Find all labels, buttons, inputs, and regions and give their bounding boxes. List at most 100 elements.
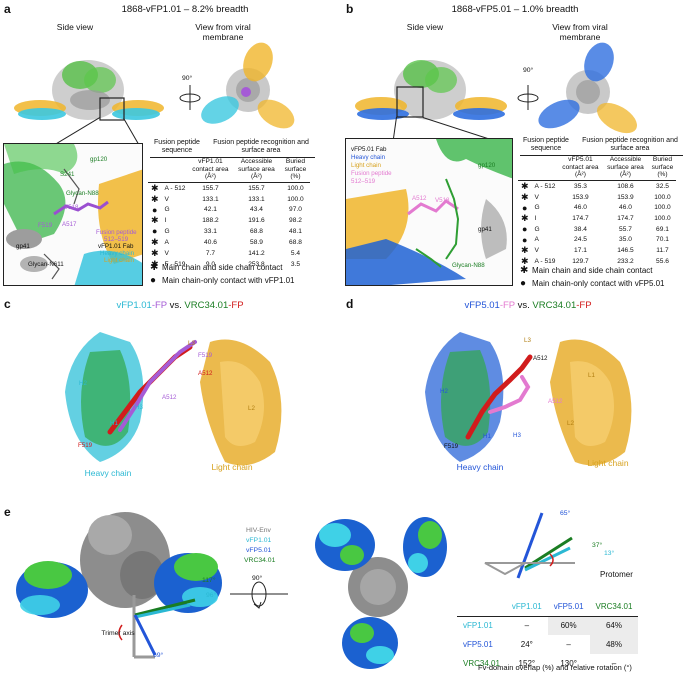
panel-b-table-mark: ✱ xyxy=(521,245,529,255)
panel-b-inset-a512: A512 xyxy=(412,195,427,202)
panel-a-table-row: ✱ F - 519 9.0 253.8 3.5 xyxy=(148,259,310,270)
panel-b-title: 1868-vFP5.01 – 1.0% breadth xyxy=(451,4,579,15)
panel-a-table: vFP1.01 contact area (Å²) Accessible sur… xyxy=(148,158,311,270)
panel-a-table-residue: G xyxy=(164,227,170,235)
panel-b-table-contact: 35.3 xyxy=(574,182,587,190)
panel-c-label-h2: H2 xyxy=(79,380,87,387)
panel-a-table-row: ✱ A - 512 155.7 155.7 100.0 xyxy=(148,182,310,194)
panel-a-table-buried: 68.8 xyxy=(289,238,302,246)
overlap-row: vFP1.01 – 60% 64% xyxy=(457,616,639,635)
panel-e-protomer-label: Protomer xyxy=(600,570,633,579)
panel-a-table-access: 253.8 xyxy=(248,260,265,268)
panel-e-legend-vfp5: vFP5.01 xyxy=(246,547,272,554)
panel-a-table-row: ✱ V 7.7 141.2 5.4 xyxy=(148,248,310,259)
panel-a-table-residue: V xyxy=(164,249,169,257)
panel-c-title-antibody: vFP1.01 xyxy=(116,300,152,311)
panel-a-table-contact: 40.6 xyxy=(204,238,217,246)
panel-a-table-mark: ✱ xyxy=(151,182,159,193)
overlap-header-row: vFP1.01 vFP5.01 VRC34.01 xyxy=(457,597,639,617)
panel-b-table-access: 146.5 xyxy=(617,247,634,254)
panel-a-side-view-label: Side view xyxy=(56,22,94,32)
panel-b-table-residue: V xyxy=(534,193,539,201)
overlap-cell: 130° xyxy=(560,659,577,668)
panel-b-inset-fusion-peptide: Fusion peptide xyxy=(351,170,392,177)
panel-a-table-residue: V xyxy=(164,195,169,203)
panel-c-light-label: Light chain xyxy=(211,462,253,472)
panel-a-table-contact: 33.1 xyxy=(204,227,217,235)
panel-a-table-buried: 48.1 xyxy=(289,227,302,235)
panel-b-th-mark xyxy=(518,156,532,180)
panel-a-table-contact: 133.1 xyxy=(202,195,219,203)
overlap-cell: 48% xyxy=(589,635,639,654)
panel-b-table-access: 108.6 xyxy=(617,182,634,190)
panel-b-th-buried: Buried surface (%) xyxy=(651,156,674,178)
panel-b-table-buried: 100.0 xyxy=(654,215,671,222)
overlap-col-header: vFP5.01 xyxy=(547,597,590,617)
panel-c-title-fp2: -FP xyxy=(228,300,244,311)
panel-b-th-res xyxy=(532,156,559,180)
overlap-cell: – xyxy=(524,621,530,631)
panel-a-table-contact: 155.7 xyxy=(202,184,219,192)
panel-d-label-l3: L3 xyxy=(524,337,531,344)
panel-d-label-f519: F519 xyxy=(444,443,459,450)
panel-e-overlap-table: vFP1.01 vFP5.01 VRC34.01 vFP1.01–60% 64% vFP5… xyxy=(457,597,639,673)
panel-a-inset-f519: F519 xyxy=(38,222,53,229)
panel-a-table-access: 133.1 xyxy=(248,195,265,203)
panel-b-table-residue: A xyxy=(534,236,539,244)
panel-a-table-residue: G xyxy=(164,206,170,214)
panel-d-title-vs: vs. xyxy=(514,300,533,311)
panel-b-inset-fab: vFP5.01 Fab xyxy=(351,146,387,153)
panel-a-th-contact: vFP1.01 contact area (Å²) xyxy=(192,158,229,180)
panel-b-inset-light: Light chain xyxy=(351,162,381,169)
panel-b-table-residue: A - 512 xyxy=(534,182,556,190)
panel-a-inset-s241: S241 xyxy=(60,171,75,178)
overlap-row-header: vFP1.01 xyxy=(463,621,493,631)
panel-e-side-structure xyxy=(16,512,222,659)
panel-a-table-contact: 7.7 xyxy=(205,249,216,257)
panel-b-table-residue: G xyxy=(534,204,540,212)
panel-e-angle-37: 37° xyxy=(592,542,603,549)
panel-d-label-h1: H1 xyxy=(483,433,491,440)
panel-c-label-a512-purple: A512 xyxy=(162,394,177,401)
panel-a-table-buried: 5.4 xyxy=(290,249,301,257)
panel-a-table-buried: 98.2 xyxy=(289,217,302,224)
panel-b-table-residue: G xyxy=(534,225,540,233)
panel-b-table-mark: ● xyxy=(522,202,528,213)
panel-c-label-l2: L2 xyxy=(248,405,255,412)
panel-c-heavy-label: Heavy chain xyxy=(84,468,132,478)
panel-d-label-a512-top: A512 xyxy=(533,355,548,362)
panel-a-inset-heavy: Heavy chain xyxy=(100,250,135,257)
overlap-cell: – xyxy=(611,659,617,668)
overlap-row-header: VRC34.01 xyxy=(463,659,500,668)
panel-b-col-seq: Fusion peptide sequence xyxy=(523,137,569,152)
panel-b-table-contact: 153.9 xyxy=(572,193,589,201)
panel-c-title-ref: VRC34.01 xyxy=(184,300,229,311)
panel-a-table-residue: F - 519 xyxy=(164,260,186,268)
overlap-cell: – xyxy=(566,640,571,649)
panel-b-inset-gp120: gp120 xyxy=(478,162,496,169)
panel-a-inset-v518: V518 xyxy=(64,204,79,211)
panel-e-overlap-caption: Fv-domain overlap (%) and relative rotat… xyxy=(478,663,632,672)
panel-b-table-row: ✱ A - 512 35.3 108.6 32.5 xyxy=(518,180,676,192)
panel-b-table-contact: 17.1 xyxy=(574,247,587,254)
panel-b-table-contact: 24.5 xyxy=(574,236,587,244)
panel-b-table-row: ✱ V 153.9 153.9 100.0 xyxy=(518,192,676,203)
panel-a-table-access: 155.7 xyxy=(248,184,265,192)
panel-b-legend-star-text: Main chain and side chain contact xyxy=(532,266,653,275)
panel-e-angle-65: 65° xyxy=(560,510,571,517)
panel-b-side-view-label: Side view xyxy=(406,22,444,32)
panel-b-inset-glycan-n88: Glycan-N88 xyxy=(452,262,485,269)
panel-d-letter: d xyxy=(346,297,354,311)
panel-a-inset-light: Light chain xyxy=(104,257,134,264)
panel-a-table-row: ✱ A 40.6 58.9 68.8 xyxy=(148,237,310,248)
panel-b-table-contact: 174.7 xyxy=(572,215,589,222)
panel-b-inset-v518: V518 xyxy=(435,197,450,204)
panel-b-th-access: Accessible surface area (Å²) xyxy=(607,156,644,178)
panel-a-table-buried: 100.0 xyxy=(287,195,304,203)
panel-a-inset-glycan-n611: Glycan-N611 xyxy=(28,261,64,268)
panel-a-table-row: ✱ V 133.1 133.1 100.0 xyxy=(148,194,310,205)
panel-b-table-body: ✱ A - 512 35.3 108.6 32.5 ✱ V 153.9 153.9 100.0 ● G… xyxy=(518,180,676,267)
panel-b-legend-dot-text: Main chain-only contact with vFP5.01 xyxy=(532,279,665,288)
panel-b-table-contact: 46.0 xyxy=(574,204,587,212)
panel-a-table-contact: 188.2 xyxy=(202,217,219,224)
